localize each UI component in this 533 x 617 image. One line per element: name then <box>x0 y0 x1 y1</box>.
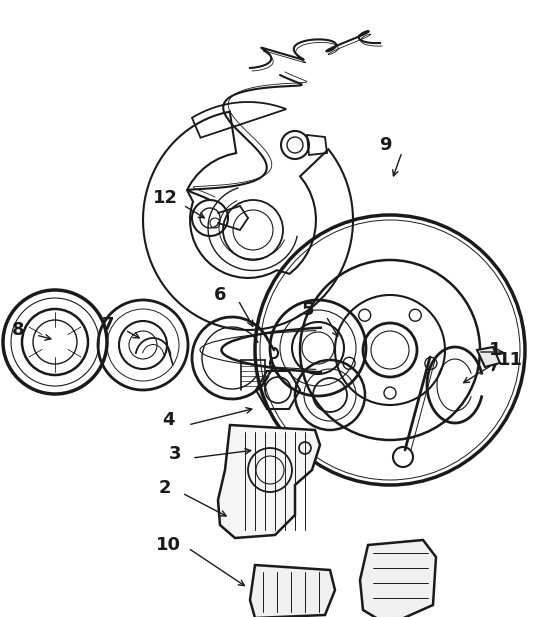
Text: 11: 11 <box>497 351 522 369</box>
Polygon shape <box>477 347 500 367</box>
Text: 12: 12 <box>152 189 177 207</box>
Text: 4: 4 <box>161 411 174 429</box>
Text: 2: 2 <box>159 479 171 497</box>
Text: 6: 6 <box>214 286 226 304</box>
Text: 3: 3 <box>169 445 181 463</box>
Text: 8: 8 <box>12 321 25 339</box>
Text: 1: 1 <box>489 341 501 359</box>
Polygon shape <box>218 425 320 538</box>
Text: 5: 5 <box>302 301 314 319</box>
Text: 9: 9 <box>379 136 391 154</box>
Polygon shape <box>250 565 335 617</box>
Text: 10: 10 <box>156 536 181 554</box>
Polygon shape <box>360 540 436 617</box>
Text: 7: 7 <box>102 316 114 334</box>
